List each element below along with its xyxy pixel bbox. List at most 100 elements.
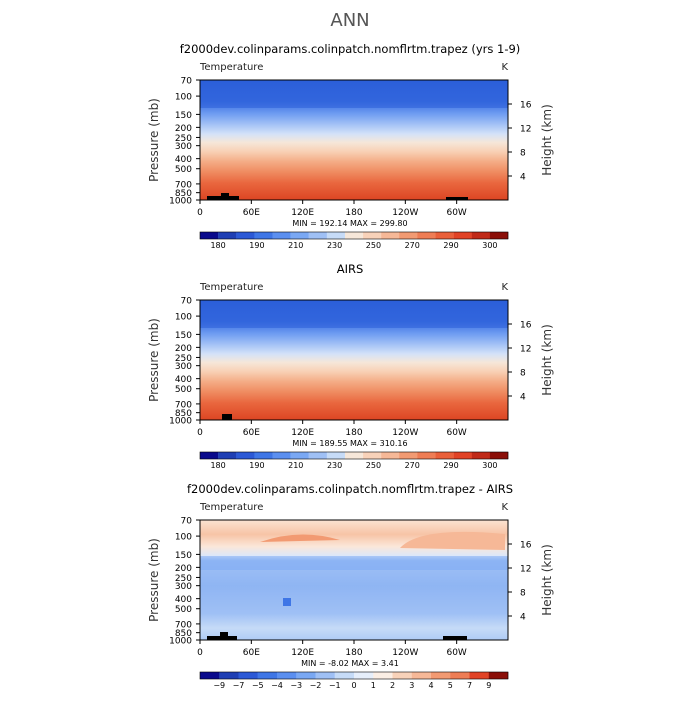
colorbar-swatch: [471, 452, 491, 459]
colorbar-label: −1: [329, 681, 341, 690]
colorbar-swatch: [488, 672, 509, 679]
colorbar-label: 230: [327, 241, 342, 250]
y2-tick-label: 16: [520, 101, 532, 111]
stratosphere-band: [200, 80, 508, 108]
colorbar-label: 7: [467, 681, 472, 690]
y-tick-label: 700: [175, 620, 192, 630]
colorbar-swatch: [326, 452, 346, 459]
panel-title: f2000dev.colinparams.colinpatch.nomflrtm…: [180, 42, 521, 56]
y-tick-label: 300: [175, 142, 192, 152]
colorbar-label: 190: [249, 241, 264, 250]
units-label: K: [501, 282, 508, 293]
colorbar-swatch: [218, 452, 237, 459]
y2-tick-label: 4: [520, 393, 526, 403]
colorbar-label: −5: [252, 681, 264, 690]
colorbar-label: 210: [288, 461, 303, 470]
y-tick-label: 1000: [169, 417, 192, 427]
colorbar-frame: [199, 671, 509, 680]
colorbar-swatch: [489, 232, 509, 239]
y-tick-label: 150: [175, 331, 192, 341]
y2-tick-label: 4: [520, 613, 526, 623]
y2-tick-label: 12: [520, 345, 531, 355]
colorbar-label: 4: [428, 681, 433, 690]
y-tick-label: 100: [175, 313, 192, 323]
colorbar-label: −9: [213, 681, 225, 690]
y2-axis-label: Height (km): [540, 324, 554, 395]
y-axis-label: Pressure (mb): [147, 318, 161, 402]
y-tick-label: 500: [175, 385, 192, 395]
colorbar-swatch: [469, 672, 489, 679]
colorbar-label: 3: [409, 681, 414, 690]
topography: [207, 196, 239, 200]
colorbar-swatch: [453, 452, 472, 459]
colorbar-swatch: [344, 232, 364, 239]
y-tick-label: 300: [175, 362, 192, 372]
topography: [220, 632, 228, 636]
colorbar-swatch: [218, 232, 237, 239]
warm-anomaly: [260, 534, 340, 542]
colorbar-swatch: [277, 672, 297, 679]
y-tick-label: 700: [175, 400, 192, 410]
warm-anomaly: [400, 531, 505, 550]
y-tick-label: 500: [175, 605, 192, 615]
colorbar-swatch: [344, 452, 364, 459]
colorbar-swatch: [238, 672, 258, 679]
colorbar-frame: [199, 231, 509, 240]
topography: [221, 193, 229, 196]
colorbar-swatch: [290, 232, 309, 239]
x-tick-label: 120W: [392, 648, 418, 658]
y-tick-label: 200: [175, 344, 192, 354]
cool-band: [200, 556, 508, 570]
colorbar-label: −3: [290, 681, 302, 690]
colorbar-swatch: [363, 232, 382, 239]
y-tick-label: 70: [181, 517, 193, 527]
x-tick-label: 60E: [243, 428, 260, 438]
colorbar-swatch: [236, 452, 255, 459]
colorbar-swatch: [489, 452, 509, 459]
x-tick-label: 60W: [446, 208, 466, 218]
y2-tick-label: 8: [520, 149, 526, 159]
y2-axis-label: Height (km): [540, 544, 554, 615]
colorbar-swatch: [308, 232, 328, 239]
panel-title: AIRS: [337, 262, 364, 276]
x-tick-label: 120E: [291, 428, 314, 438]
y-tick-label: 200: [175, 564, 192, 574]
colorbar-swatch: [254, 232, 273, 239]
x-tick-label: 0: [197, 428, 203, 438]
colorbar-swatch: [272, 232, 291, 239]
x-tick-label: 120W: [392, 428, 418, 438]
colorbar-label: −4: [271, 681, 283, 690]
y-tick-label: 300: [175, 582, 192, 592]
y-axis-label: Pressure (mb): [147, 538, 161, 622]
panels-group: f2000dev.colinparams.colinpatch.nomflrtm…: [147, 42, 554, 690]
y2-tick-label: 4: [520, 173, 526, 183]
colorbar-label: 0: [351, 681, 356, 690]
x-tick-label: 60W: [446, 428, 466, 438]
topography: [222, 414, 232, 420]
colorbar-swatch: [435, 232, 454, 239]
y-tick-label: 200: [175, 124, 192, 134]
cool-anomaly: [283, 598, 291, 606]
y2-tick-label: 16: [520, 541, 532, 551]
y-tick-label: 150: [175, 111, 192, 121]
colorbar-swatch: [257, 672, 278, 679]
colorbar-swatch: [399, 232, 418, 239]
colorbar-swatch: [236, 232, 255, 239]
y-tick-label: 850: [175, 189, 192, 199]
colorbar-frame: [199, 451, 509, 460]
y-tick-label: 700: [175, 180, 192, 190]
x-tick-label: 180: [345, 208, 362, 218]
colorbar-label: 9: [486, 681, 491, 690]
y-tick-label: 850: [175, 409, 192, 419]
x-tick-label: 0: [197, 648, 203, 658]
variable-label: Temperature: [199, 62, 263, 73]
colorbar-label: 250: [366, 241, 381, 250]
colorbar-swatch: [334, 672, 355, 679]
y-tick-label: 1000: [169, 197, 192, 207]
y-tick-label: 70: [181, 77, 193, 87]
y-tick-label: 250: [175, 134, 192, 144]
colorbar-swatch: [308, 452, 328, 459]
colorbar-label: 300: [482, 461, 497, 470]
colorbar-label: 210: [288, 241, 303, 250]
